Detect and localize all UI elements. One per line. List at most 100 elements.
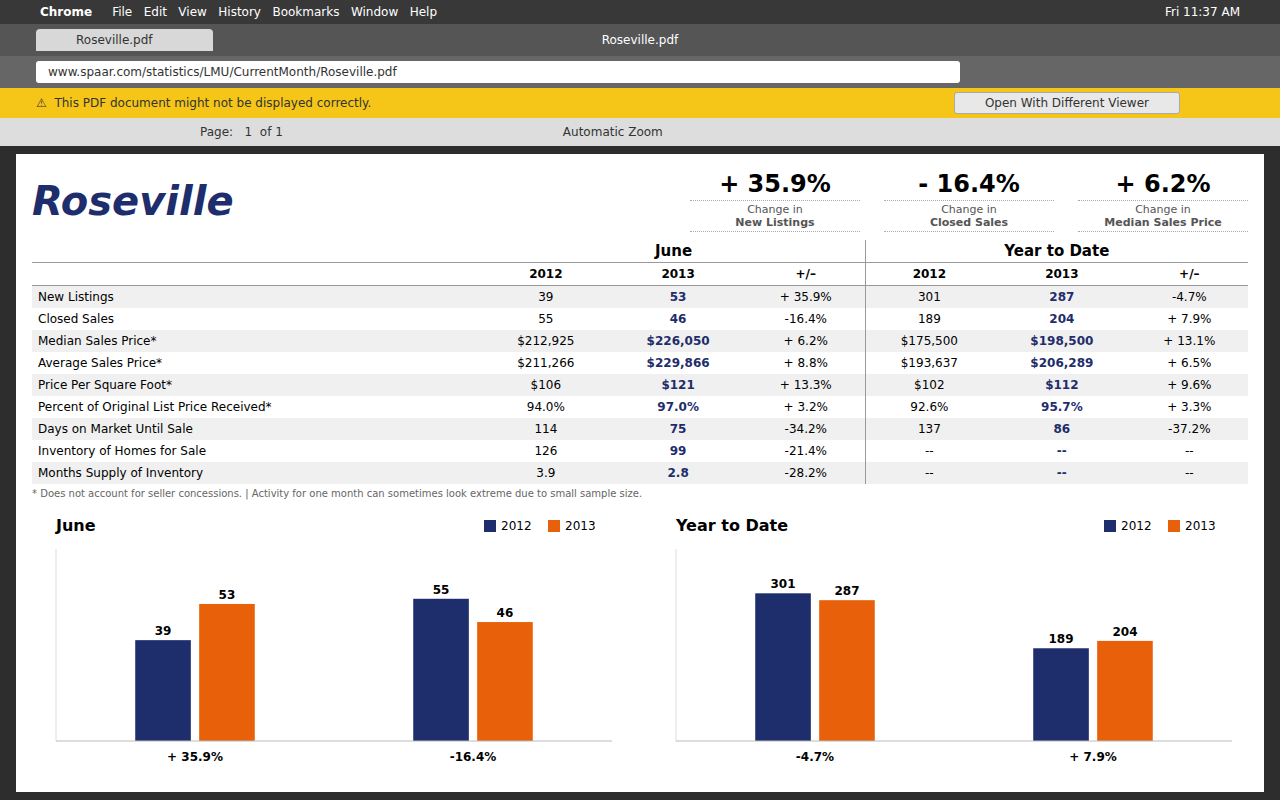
table-cell: + 3.2% (747, 396, 865, 418)
table-cell: 126 (482, 440, 609, 462)
data-label: 53 (219, 588, 236, 602)
bars (755, 593, 1153, 741)
metric-name: Days on Market Until Sale (32, 418, 482, 440)
table-cell: 53 (609, 286, 747, 309)
pdf-page: Roseville+ 35.9%Change inNew Listings- 1… (16, 154, 1264, 792)
legend-label: 2012 (1121, 519, 1152, 533)
chart-title: June (55, 516, 96, 535)
table-cell: + 8.8% (747, 352, 865, 374)
legend-swatch (1168, 520, 1180, 532)
data-table: JuneYear to Date20122013+/–20122013+/–Ne… (32, 240, 1248, 484)
chart-row: June2012201339555346+ 35.9%-16.4%Year to… (32, 509, 1248, 771)
table-cell: + 6.5% (1131, 352, 1248, 374)
table-cell: 55 (482, 308, 609, 330)
app-name: Chrome (40, 5, 92, 19)
open-button[interactable]: Open With Different Viewer (954, 92, 1180, 114)
table-cell: $211,266 (482, 352, 609, 374)
table-cell: -28.2% (747, 462, 865, 484)
chart-title: Year to Date (675, 516, 788, 535)
metric-name: Inventory of Homes for Sale (32, 440, 482, 462)
stat-label: Change in (884, 203, 1054, 216)
legend-swatch (548, 520, 560, 532)
clock: Fri 11:37 AM (1165, 5, 1240, 19)
table-cell: 2.8 (609, 462, 747, 484)
zoom-select[interactable]: Automatic Zoom (563, 125, 663, 139)
legend-label: 2013 (1185, 519, 1216, 533)
table-cell: 3.9 (482, 462, 609, 484)
bar-chart: Year to Date20122013301189287204-4.7%+ 7… (652, 509, 1248, 771)
tab[interactable]: Roseville.pdf (36, 29, 213, 51)
table-cell: + 13.1% (1131, 330, 1248, 352)
y-axis (56, 549, 57, 741)
table-cell: 97.0% (609, 396, 747, 418)
legend-swatch (1104, 520, 1116, 532)
group-header: JuneYear to Date (32, 240, 1248, 263)
column-header-cell: 2012 (482, 263, 609, 286)
header-cell (32, 263, 482, 286)
metric-name: Median Sales Price* (32, 330, 482, 352)
category-label: -16.4% (450, 750, 497, 764)
table-cell: -21.4% (747, 440, 865, 462)
table-cell: 287 (993, 286, 1131, 309)
table-cell: -- (993, 462, 1131, 484)
page-indicator: Page: 1 of 1 (200, 125, 283, 139)
table-cell: + 7.9% (1131, 308, 1248, 330)
column-header: 20122013+/–20122013+/– (32, 263, 1248, 286)
table-cell: + 3.3% (1131, 396, 1248, 418)
table-cell: $193,637 (865, 352, 993, 374)
menu-items: File Edit View History Bookmarks Window … (112, 5, 437, 19)
stat: - 16.4% Change inClosed Sales (884, 170, 1054, 232)
table-cell: 189 (865, 308, 993, 330)
bar (135, 640, 191, 741)
table-cell: -- (1131, 440, 1248, 462)
table-row: Inventory of Homes for Sale12699-21.4%--… (32, 440, 1248, 462)
stat-label: Median Sales Price (1078, 216, 1248, 232)
data-label: 204 (1112, 625, 1137, 639)
legend: 20122013 (484, 519, 596, 533)
table-cell: $206,289 (993, 352, 1131, 374)
group-header-cell: June (482, 240, 865, 263)
table-cell: -34.2% (747, 418, 865, 440)
y-axis (676, 549, 677, 741)
table-cell: 99 (609, 440, 747, 462)
legend-label: 2012 (501, 519, 532, 533)
table-cell: $212,925 (482, 330, 609, 352)
column-header-cell: +/– (1131, 263, 1248, 286)
table-cell: -- (865, 440, 993, 462)
bar (1033, 648, 1089, 741)
data-label: 189 (1048, 632, 1073, 646)
pdf-toolbar: Page: 1 of 1 Automatic Zoom (0, 118, 1280, 146)
table-cell: -- (865, 462, 993, 484)
stat-label: Change in (1078, 203, 1248, 216)
table-row: Closed Sales5546-16.4%189204+ 7.9% (32, 308, 1248, 330)
bar (477, 622, 533, 741)
table-cell: + 6.2% (747, 330, 865, 352)
data-label: 39 (155, 624, 172, 638)
column-header-cell: 2013 (993, 263, 1131, 286)
metric-name: New Listings (32, 286, 482, 309)
data-label: 55 (433, 583, 450, 597)
table-cell: + 9.6% (1131, 374, 1248, 396)
table-row: Price Per Square Foot*$106$121+ 13.3%$10… (32, 374, 1248, 396)
table-row: Percent of Original List Price Received*… (32, 396, 1248, 418)
tab-bar: Roseville.pdf Roseville.pdf (0, 24, 1280, 56)
bar (199, 604, 255, 741)
table-body: New Listings3953+ 35.9%301287-4.7%Closed… (32, 286, 1248, 485)
baseline (676, 741, 1232, 742)
table-cell: $198,500 (993, 330, 1131, 352)
table-cell: $226,050 (609, 330, 747, 352)
window-title: Roseville.pdf (602, 33, 679, 47)
menu-bar: Chrome File Edit View History Bookmarks W… (0, 0, 1280, 24)
table-cell: $175,500 (865, 330, 993, 352)
stat-value: - 16.4% (884, 170, 1054, 201)
bar-chart: June2012201339555346+ 35.9%-16.4% (32, 509, 628, 771)
stat-label: Closed Sales (884, 216, 1054, 232)
table-cell: + 13.3% (747, 374, 865, 396)
bars (135, 599, 533, 741)
bar (1097, 641, 1153, 741)
table-row: Months Supply of Inventory3.92.8-28.2%--… (32, 462, 1248, 484)
baseline (56, 741, 612, 742)
data-label: 301 (770, 577, 795, 591)
table-cell: 137 (865, 418, 993, 440)
header-cell (32, 240, 482, 263)
